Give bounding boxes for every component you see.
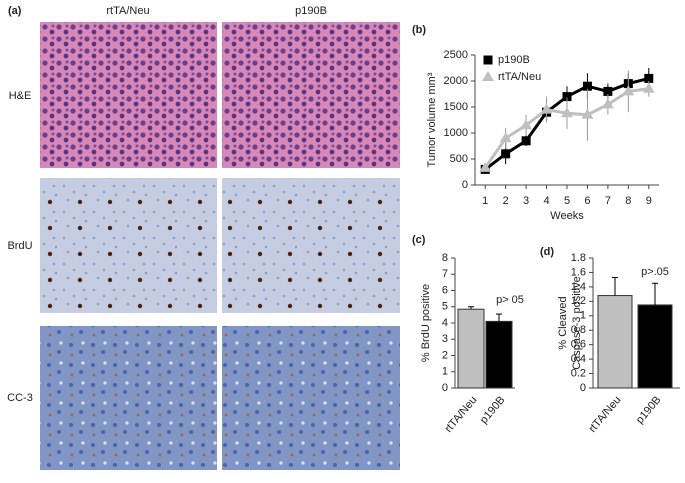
column-label: rtTA/Neu: [106, 5, 149, 17]
y-tick-label: 0.2: [571, 367, 586, 379]
marker: [521, 136, 531, 146]
y-axis-label: % BrdU positive: [420, 284, 432, 362]
x-tick-label: 3: [523, 195, 529, 207]
x-tick-label: 4: [543, 195, 549, 207]
y-axis-label: Caspase-3 positive: [571, 276, 583, 370]
bar: [597, 295, 633, 389]
x-axis-label: Weeks: [550, 210, 584, 222]
micrograph: [40, 326, 217, 470]
y-axis-label: % Cleaved: [557, 296, 569, 349]
panel-label: (b): [412, 24, 426, 36]
y-tick-label: 5: [442, 301, 448, 313]
legend-label: rtTA/Neu: [498, 71, 541, 83]
y-tick-label: 1000: [444, 127, 468, 139]
y-tick-label: 500: [450, 153, 468, 165]
y-axis-label: Tumor volume mm³: [426, 72, 438, 167]
column-label: p190B: [295, 5, 327, 17]
bar: [485, 320, 513, 389]
marker: [644, 73, 654, 83]
annotation: p> 05: [496, 294, 524, 306]
y-tick-label: 1.8: [571, 252, 586, 264]
y-tick-label: 1.2: [571, 295, 586, 307]
y-tick-label: 2000: [444, 75, 468, 87]
marker: [603, 86, 613, 96]
y-tick-label: 0.4: [571, 353, 586, 365]
marker: [601, 98, 614, 109]
micrograph: [222, 326, 400, 470]
legend-label: p190B: [498, 54, 530, 66]
panel-label: (a): [8, 5, 22, 17]
bar: [457, 308, 485, 389]
x-tick-label: 2: [503, 195, 509, 207]
y-tick-label: 0: [442, 382, 448, 394]
marker: [479, 161, 492, 172]
x-tick-label: 9: [646, 195, 652, 207]
x-tick-label: rtTA/Neu: [587, 394, 624, 435]
row-label: CC-3: [7, 392, 33, 404]
y-tick-label: 1: [580, 310, 586, 322]
y-tick-label: 1: [442, 366, 448, 378]
marker: [582, 81, 592, 91]
marker: [501, 149, 511, 159]
micrograph: [222, 178, 400, 313]
x-tick-label: p190B: [634, 394, 664, 426]
x-tick-label: p190B: [478, 394, 508, 426]
legend-marker: [483, 55, 493, 65]
y-tick-label: 0.6: [571, 339, 586, 351]
legend-marker: [482, 71, 494, 81]
micrograph: [222, 22, 400, 168]
panel-label: (c): [412, 234, 426, 246]
x-tick-label: 5: [564, 195, 570, 207]
y-tick-label: 0: [580, 382, 586, 394]
x-tick-label: 1: [482, 195, 488, 207]
marker: [562, 92, 572, 102]
y-tick-label: 1500: [444, 101, 468, 113]
annotation: p>.05: [641, 266, 669, 278]
marker: [642, 82, 655, 93]
panel-label: (d): [540, 246, 554, 258]
bar: [637, 304, 673, 389]
row-label: H&E: [9, 90, 32, 102]
row-label: BrdU: [7, 240, 32, 252]
y-tick-label: 2500: [444, 49, 468, 61]
marker: [561, 107, 573, 118]
y-tick-label: 7: [442, 268, 448, 280]
marker: [622, 85, 635, 96]
y-tick-label: 2: [442, 349, 448, 361]
marker: [540, 103, 553, 114]
x-tick-label: rtTA/Neu: [443, 394, 480, 435]
marker: [581, 108, 594, 119]
y-tick-label: 4: [442, 317, 448, 329]
marker: [520, 119, 533, 130]
y-tick-label: 0: [462, 179, 468, 191]
x-tick-label: 7: [605, 195, 611, 207]
marker: [499, 132, 512, 143]
y-tick-label: 1.4: [571, 281, 586, 293]
y-tick-label: 1.6: [571, 266, 586, 278]
x-tick-label: 6: [584, 195, 590, 207]
y-tick-label: 8: [442, 252, 448, 264]
micrograph: [40, 178, 217, 313]
x-tick-label: 8: [625, 195, 631, 207]
y-tick-label: 3: [442, 333, 448, 345]
y-tick-label: 0.8: [571, 324, 586, 336]
micrograph: [40, 22, 217, 168]
y-tick-label: 6: [442, 284, 448, 296]
